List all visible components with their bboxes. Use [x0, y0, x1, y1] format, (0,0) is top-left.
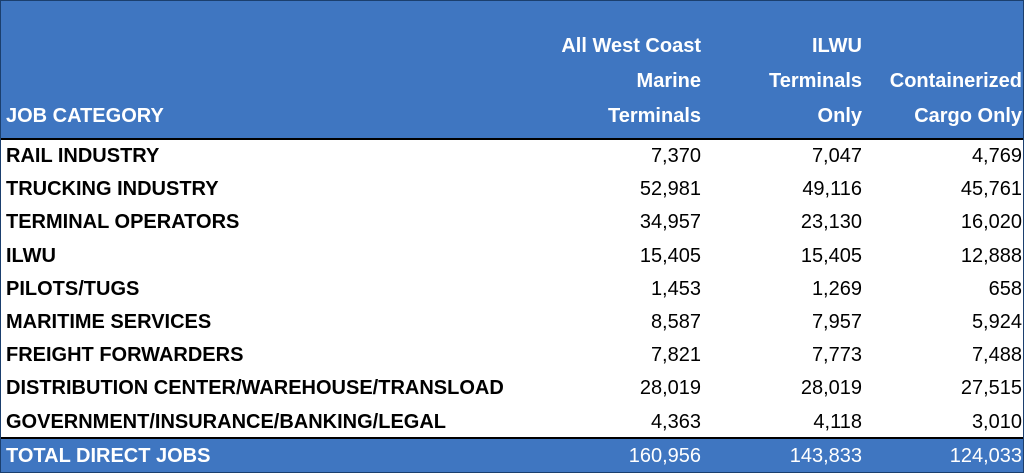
row-category: DISTRIBUTION CENTER/WAREHOUSE/TRANSLOAD	[6, 377, 504, 400]
row-containerized-value: 3,010	[971, 410, 1022, 433]
total-containerized-value: 124,033	[949, 445, 1022, 467]
header-all-west-coast: All West Coast Marine Terminals	[561, 35, 701, 127]
row-all-value: 15,405	[639, 244, 701, 267]
row-all-value: 8,587	[650, 310, 701, 333]
table-row: PILOTS/TUGS 1,453 1,269 658	[1, 273, 1023, 306]
row-ilwu-value: 49,116	[802, 178, 862, 201]
row-ilwu-value: 7,047	[811, 145, 862, 167]
row-category: RAIL INDUSTRY	[6, 145, 160, 167]
row-category: MARITIME SERVICES	[6, 310, 212, 333]
table-row: GOVERNMENT/INSURANCE/BANKING/LEGAL 4,363…	[1, 406, 1023, 439]
row-all-value: 1,453	[650, 277, 701, 300]
row-containerized-value: 7,488	[971, 344, 1022, 367]
total-row: TOTAL DIRECT JOBS 160,956 143,833 124,03…	[1, 437, 1023, 472]
table-row: RAIL INDUSTRY 7,370 7,047 4,769	[1, 140, 1023, 173]
table-row: TERMINAL OPERATORS 34,957 23,130 16,020	[1, 206, 1023, 239]
table-body: RAIL INDUSTRY 7,370 7,047 4,769 TRUCKING…	[1, 140, 1023, 439]
row-containerized-value: 45,761	[960, 178, 1022, 201]
table-row: MARITIME SERVICES 8,587 7,957 5,924	[1, 306, 1023, 339]
header-job-category: JOB CATEGORY	[6, 105, 164, 127]
row-ilwu-value: 28,019	[800, 377, 862, 400]
header-containerized: Containerized Cargo Only	[889, 70, 1022, 127]
row-ilwu-value: 15,405	[800, 244, 862, 267]
row-ilwu-value: 7,773	[811, 344, 862, 367]
total-label: TOTAL DIRECT JOBS	[6, 445, 211, 467]
row-ilwu-value: 1,269	[811, 277, 862, 300]
row-category: TRUCKING INDUSTRY	[6, 178, 219, 201]
table-row: DISTRIBUTION CENTER/WAREHOUSE/TRANSLOAD …	[1, 372, 1023, 405]
total-ilwu-value: 143,833	[789, 445, 862, 467]
table-row: FREIGHT FORWARDERS 7,821 7,773 7,488	[1, 339, 1023, 372]
row-containerized-value: 27,515	[960, 377, 1022, 400]
row-category: ILWU	[6, 244, 56, 267]
row-all-value: 34,957	[639, 211, 701, 234]
header-ilwu-terminals: ILWU Terminals Only	[769, 35, 862, 127]
row-containerized-value: 5,924	[971, 310, 1022, 333]
table-row: ILWU 15,405 15,405 12,888	[1, 240, 1023, 273]
row-category: TERMINAL OPERATORS	[6, 211, 240, 234]
row-category: PILOTS/TUGS	[6, 277, 140, 300]
row-category: GOVERNMENT/INSURANCE/BANKING/LEGAL	[6, 410, 447, 433]
row-all-value: 4,363	[650, 410, 701, 433]
row-containerized-value: 12,888	[960, 244, 1022, 267]
row-ilwu-value: 7,957	[811, 310, 862, 333]
row-containerized-value: 16,020	[960, 211, 1022, 234]
row-ilwu-value: 4,118	[813, 410, 862, 433]
row-containerized-value: 658	[988, 277, 1022, 300]
row-all-value: 28,019	[639, 377, 701, 400]
row-all-value: 7,821	[650, 344, 701, 367]
total-all-value: 160,956	[628, 445, 701, 467]
row-all-value: 7,370	[650, 145, 701, 167]
row-all-value: 52,981	[639, 178, 701, 201]
row-category: FREIGHT FORWARDERS	[6, 344, 244, 367]
table-header: JOB CATEGORY All West Coast Marine Termi…	[1, 1, 1023, 140]
row-containerized-value: 4,769	[971, 145, 1022, 167]
table-row: TRUCKING INDUSTRY 52,981 49,116 45,761	[1, 173, 1023, 206]
row-ilwu-value: 23,130	[800, 211, 862, 234]
